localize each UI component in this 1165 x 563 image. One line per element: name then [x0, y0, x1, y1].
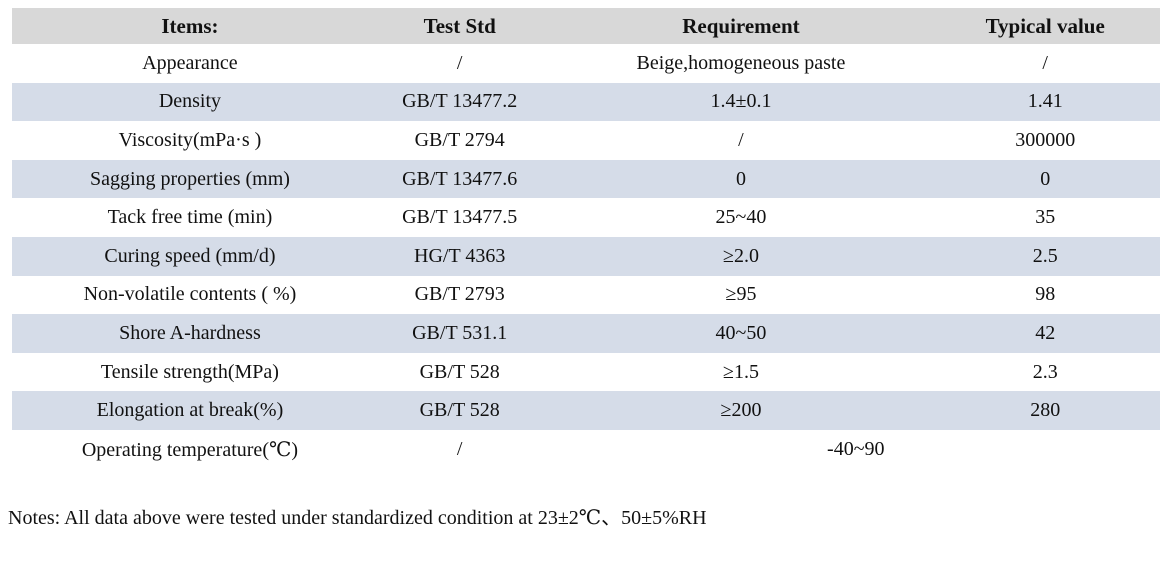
typ-cell: / — [1042, 51, 1048, 74]
req-cell: 25~40 — [715, 206, 767, 229]
item-cell: Viscosity(mPa·s ) — [118, 128, 262, 151]
req-cell: 1.4±0.1 — [710, 90, 772, 113]
std-cell: GB/T 13477.6 — [402, 167, 518, 190]
typ-cell: 1.41 — [1027, 90, 1063, 113]
table-row: Sagging properties (mm) GB/T 13477.6 0 0 — [12, 159, 1160, 199]
typ-cell: 280 — [1030, 399, 1061, 422]
item-cell: Density — [158, 90, 222, 113]
typ-cell: 42 — [1035, 321, 1056, 344]
std-cell: / — [456, 437, 463, 460]
table-row: Tensile strength(MPa) GB/T 528 ≥1.5 2.3 — [12, 352, 1160, 392]
header-requirement: Requirement — [551, 8, 931, 44]
req-cell: -40~90 — [827, 437, 885, 460]
item-cell: Sagging properties (mm) — [89, 167, 290, 190]
req-cell: ≥2.0 — [722, 244, 759, 267]
typ-cell: 300000 — [1015, 128, 1076, 151]
item-cell: Elongation at break(%) — [96, 399, 284, 422]
std-cell: GB/T 528 — [419, 399, 500, 422]
table-row: Elongation at break(%) GB/T 528 ≥200 280 — [12, 391, 1160, 430]
typ-cell: 35 — [1035, 206, 1056, 229]
std-cell: / — [456, 51, 463, 74]
table-row: Viscosity(mPa·s ) GB/T 2794 / 300000 — [12, 121, 1160, 160]
item-cell: Appearance — [142, 51, 238, 74]
table-row: Curing speed (mm/d) HG/T 4363 ≥2.0 2.5 — [12, 236, 1160, 276]
typ-cell: 98 — [1035, 283, 1056, 306]
req-cell: 0 — [735, 167, 746, 190]
req-cell: ≥1.5 — [722, 360, 759, 383]
notes-line: Notes: All data above were tested under … — [8, 506, 707, 529]
item-cell: Non-volatile contents ( %) — [83, 283, 297, 306]
std-cell: GB/T 531.1 — [412, 321, 508, 344]
item-cell: Operating temperature(℃) — [81, 438, 299, 461]
std-cell: GB/T 13477.5 — [402, 206, 518, 229]
item-cell: Curing speed (mm/d) — [104, 244, 276, 267]
typ-cell: 2.3 — [1032, 360, 1058, 383]
std-cell: GB/T 13477.2 — [402, 90, 518, 113]
req-cell: Beige,homogeneous paste — [636, 51, 846, 74]
header-items: Items: — [12, 8, 368, 44]
table-row: Shore A-hardness GB/T 531.1 40~50 42 — [12, 314, 1160, 353]
table-row: Operating temperature(℃) / -40~90 — [12, 429, 1160, 469]
header-typical-value: Typical value — [930, 8, 1160, 44]
spec-table-body: Appearance / Beige,homogeneous paste / Densi… — [12, 44, 1160, 469]
item-cell: Shore A-hardness — [119, 321, 261, 344]
header-test-std: Test Std — [367, 8, 552, 44]
req-cell: / — [738, 128, 744, 151]
header-row: Items: Test Std Requirement Typical valu… — [12, 8, 1160, 44]
std-cell: GB/T 528 — [419, 360, 500, 383]
table-row: Non-volatile contents ( %) GB/T 2793 ≥95 98 — [12, 275, 1160, 315]
table-row: Density GB/T 13477.2 1.4±0.1 1.41 — [12, 82, 1160, 122]
spec-table-header: Items: Test Std Requirement Typical valu… — [12, 8, 1160, 44]
item-cell: Tack free time (min) — [107, 206, 273, 229]
std-cell: GB/T 2794 — [414, 128, 505, 151]
req-cell: ≥95 — [725, 283, 757, 306]
std-cell: HG/T 4363 — [414, 244, 506, 267]
std-cell: GB/T 2793 — [414, 283, 505, 306]
table-row: Appearance / Beige,homogeneous paste / — [12, 44, 1160, 83]
typ-cell: 2.5 — [1032, 244, 1058, 267]
spec-table: Items: Test Std Requirement Typical valu… — [12, 8, 1160, 469]
req-cell: 40~50 — [715, 321, 767, 344]
table-row: Tack free time (min) GB/T 13477.5 25~40 35 — [12, 198, 1160, 237]
item-cell: Tensile strength(MPa) — [100, 360, 279, 383]
typ-cell: 0 — [1040, 167, 1051, 190]
req-cell: ≥200 — [720, 399, 762, 422]
